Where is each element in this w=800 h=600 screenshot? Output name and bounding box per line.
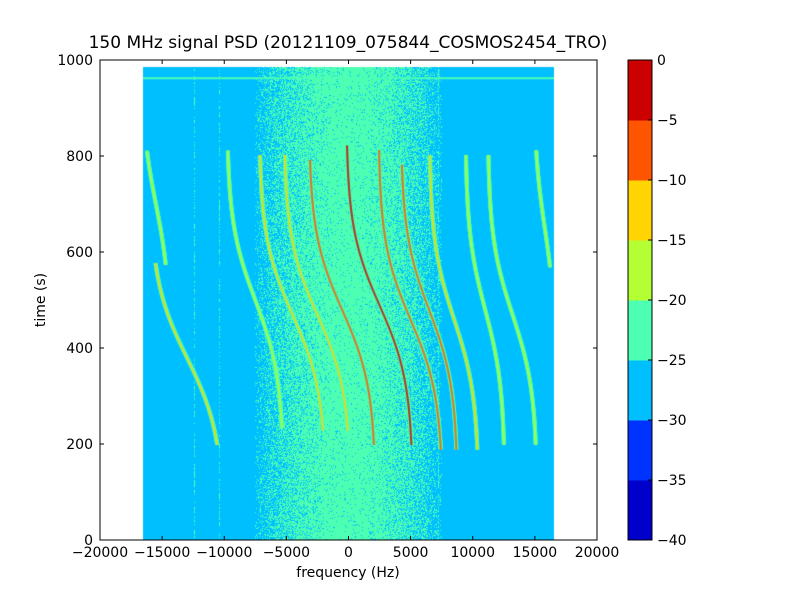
- colorbar-segment: [628, 480, 652, 541]
- x-tick-label: −10000: [196, 545, 252, 561]
- colorbar-tick-label: −40: [657, 533, 687, 549]
- x-tick-label: −15000: [134, 545, 190, 561]
- colorbar-segment: [628, 360, 652, 421]
- x-tick-label: 10000: [450, 545, 495, 561]
- colorbar: 0 −5 −10 −15 −20 −25 −30 −35 −40: [627, 53, 687, 549]
- colorbar-segment: [628, 420, 652, 481]
- colorbar-segment: [628, 120, 652, 181]
- x-axis-label: frequency (Hz): [296, 565, 399, 581]
- chart-title: 150 MHz signal PSD (20121109_075844_COSM…: [89, 33, 608, 53]
- colorbar-segment: [628, 240, 652, 301]
- y-tick-label: 600: [66, 245, 93, 261]
- colorbar-tick-label: −20: [657, 293, 687, 309]
- y-tick-label: 0: [84, 533, 93, 549]
- y-tick-label: 1000: [57, 53, 93, 69]
- colorbar-segment: [628, 300, 652, 361]
- colorbar-segment: [628, 180, 652, 241]
- y-axis-label: time (s): [33, 273, 49, 327]
- colorbar-segment: [628, 60, 652, 121]
- x-tick-label: 5000: [393, 545, 429, 561]
- colorbar-tick-label: −15: [657, 233, 687, 249]
- colorbar-tick-label: −10: [657, 173, 687, 189]
- x-axis: −20000 −15000 −10000 −5000 0 5000 10000 15000 20…: [72, 60, 619, 561]
- x-tick-label: 15000: [513, 545, 558, 561]
- x-tick-label: −20000: [72, 545, 128, 561]
- colorbar-tick-label: 0: [657, 53, 666, 69]
- y-tick-label: 200: [66, 437, 93, 453]
- colorbar-tick-label: −25: [657, 353, 687, 369]
- x-tick-label: 0: [344, 545, 353, 561]
- colorbar-tick-label: −35: [657, 473, 687, 489]
- y-tick-label: 400: [66, 341, 93, 357]
- plot-area: [99, 59, 598, 541]
- y-tick-label: 800: [66, 149, 93, 165]
- x-tick-label: 20000: [575, 545, 620, 561]
- heatmap-image: [100, 60, 597, 540]
- colorbar-tick-label: −30: [657, 413, 687, 429]
- colorbar-tick-label: −5: [657, 113, 678, 129]
- x-tick-label: −5000: [263, 545, 310, 561]
- y-axis: 0 200 400 600 800 1000: [57, 53, 597, 549]
